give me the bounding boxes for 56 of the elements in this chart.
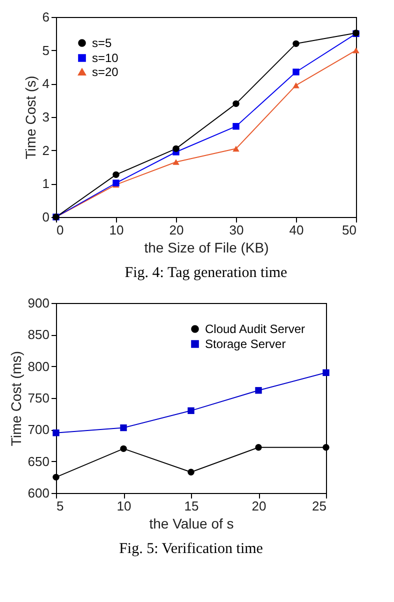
y-tick-label: 750 bbox=[28, 390, 50, 406]
legend-label: s=20 bbox=[92, 65, 119, 79]
x-tick-label: 20 bbox=[169, 222, 184, 238]
x-tick-label: 15 bbox=[184, 498, 199, 514]
y-axis-title: Time Cost (s) bbox=[22, 76, 38, 160]
y-tick-label: 800 bbox=[28, 358, 50, 374]
x-tick-label: 25 bbox=[312, 498, 326, 514]
point bbox=[352, 47, 360, 54]
x-tick-label: 10 bbox=[116, 498, 132, 514]
x-tick-label: 50 bbox=[342, 222, 356, 238]
point bbox=[120, 445, 127, 452]
x-tick-label: 10 bbox=[109, 222, 124, 238]
y-tick-label: 0 bbox=[42, 210, 50, 224]
point bbox=[292, 82, 300, 88]
point bbox=[120, 424, 127, 432]
point bbox=[232, 146, 240, 152]
point bbox=[188, 407, 194, 414]
x-tick-label: 0 bbox=[56, 222, 64, 238]
x-axis-title: the Value of s bbox=[149, 516, 234, 532]
legend-label: s=10 bbox=[92, 51, 119, 65]
caption: Fig. 4: Tag generation time bbox=[124, 265, 288, 281]
y-tick-label: 3 bbox=[42, 110, 50, 124]
point bbox=[292, 40, 300, 48]
point bbox=[112, 171, 120, 178]
y-tick-label: 6 bbox=[42, 10, 50, 24]
y-tick-label: 600 bbox=[28, 486, 50, 500]
point bbox=[255, 444, 262, 451]
y-tick-label: 1 bbox=[42, 176, 50, 192]
y-tick-label: 700 bbox=[28, 422, 50, 438]
point bbox=[52, 429, 60, 436]
point bbox=[255, 387, 262, 394]
point bbox=[322, 444, 330, 451]
legend-label: s=5 bbox=[92, 36, 112, 50]
point bbox=[172, 159, 180, 165]
y-tick-label: 2 bbox=[42, 142, 50, 158]
x-tick-label: 40 bbox=[289, 222, 304, 238]
x-axis-title: the Size of File (KB) bbox=[144, 240, 269, 256]
legend-label: Cloud Audit Server bbox=[205, 322, 306, 336]
y-tick-label: 850 bbox=[28, 327, 50, 342]
x-tick-label: 30 bbox=[229, 222, 244, 238]
y-tick-label: 4 bbox=[42, 76, 50, 92]
y-tick-label: 5 bbox=[42, 42, 50, 58]
point bbox=[292, 68, 300, 76]
point bbox=[188, 468, 194, 476]
y-axis-title: Time Cost (ms) bbox=[8, 350, 24, 446]
x-tick-label: 20 bbox=[252, 498, 266, 514]
caption: Fig. 5: Verification time bbox=[119, 541, 264, 557]
x-tick-label: 5 bbox=[56, 498, 64, 514]
legend-label: Storage Server bbox=[205, 337, 286, 351]
point bbox=[322, 369, 330, 376]
point bbox=[52, 474, 60, 481]
point bbox=[232, 100, 240, 108]
point bbox=[172, 145, 180, 152]
point bbox=[232, 122, 240, 130]
y-tick-label: 650 bbox=[28, 454, 50, 469]
y-tick-label: 900 bbox=[28, 296, 50, 310]
